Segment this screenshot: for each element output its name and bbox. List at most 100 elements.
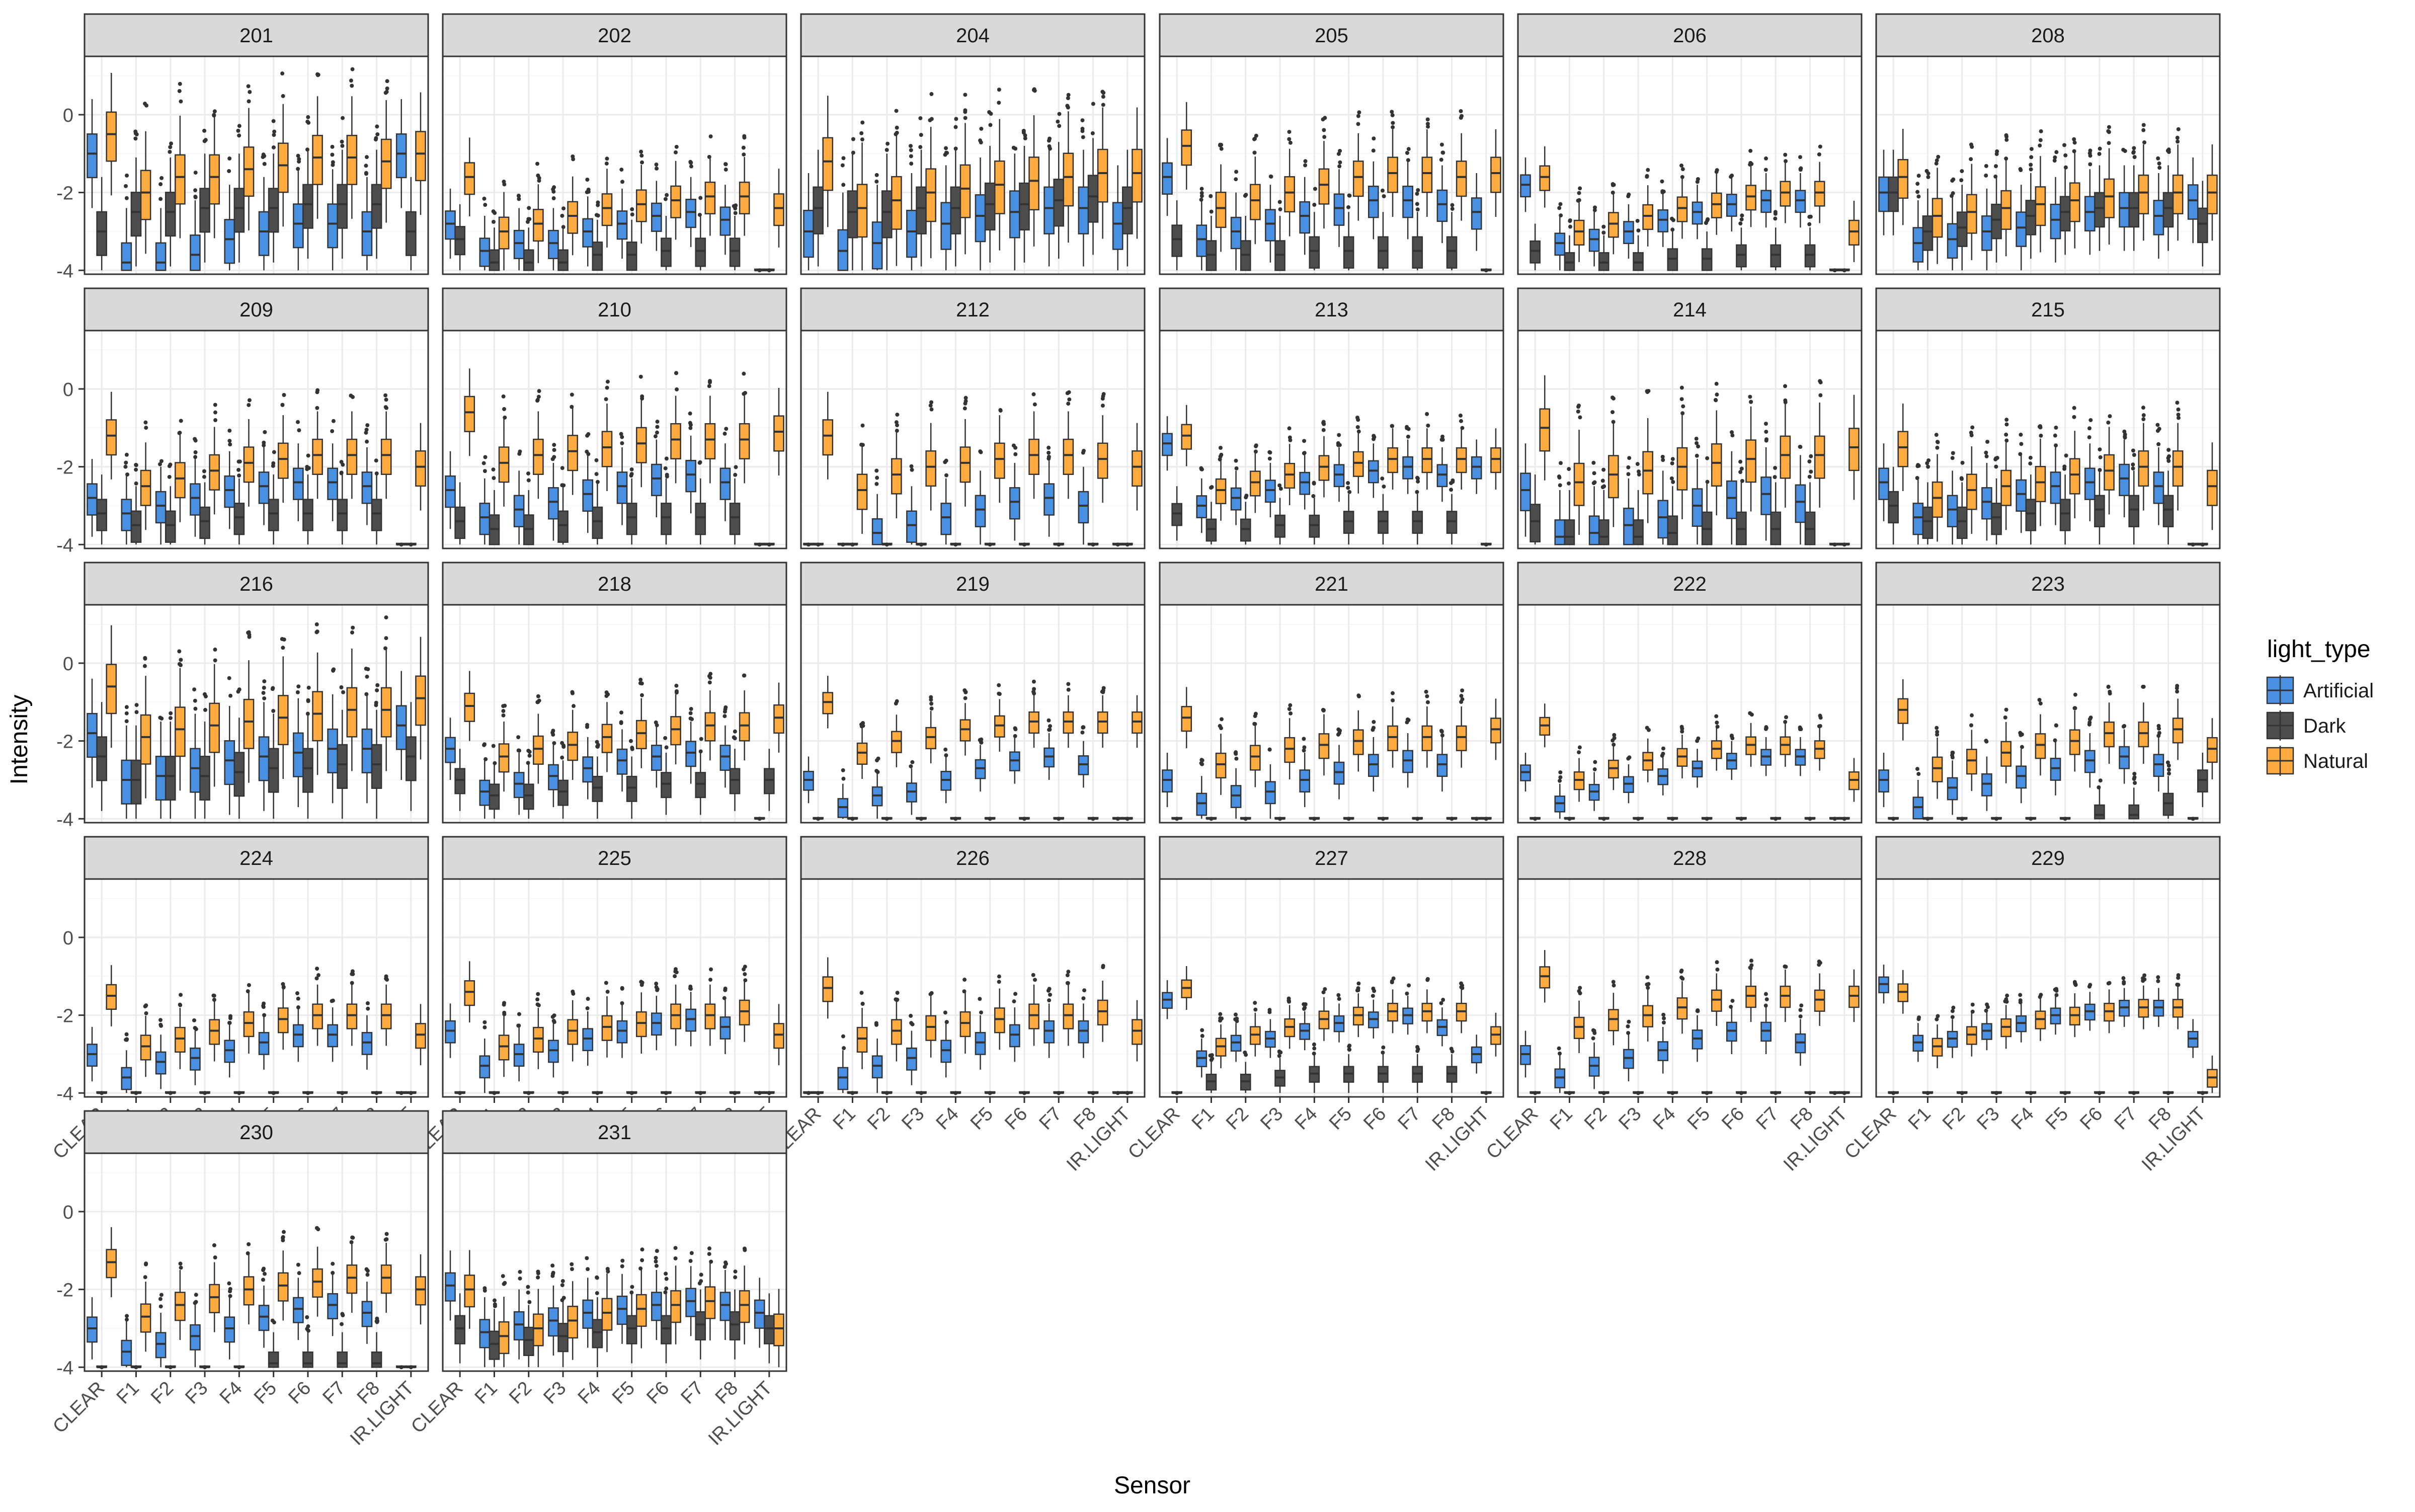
outlier-point: [1695, 437, 1699, 441]
outlier-point: [1091, 817, 1095, 821]
outlier-point: [1082, 988, 1086, 992]
outlier-point: [236, 690, 240, 694]
outlier-point: [655, 431, 659, 435]
outlier-point: [1798, 445, 1802, 449]
outlier-point: [1601, 230, 1605, 234]
outlier-point: [860, 137, 864, 141]
outlier-point: [169, 716, 173, 720]
outlier-point: [1067, 397, 1071, 402]
box-body: [514, 1044, 524, 1066]
outlier-point: [1057, 124, 1061, 128]
box-body: [293, 204, 303, 248]
outlier-point: [1591, 1028, 1595, 1032]
facet-strip-label: 201: [239, 25, 273, 47]
outlier-point: [997, 101, 1001, 105]
box-body: [2154, 755, 2163, 776]
outlier-point: [193, 188, 197, 192]
outlier-point: [341, 463, 345, 467]
outlier-point: [953, 542, 957, 546]
outlier-point: [193, 455, 197, 459]
box-body: [303, 500, 312, 531]
outlier-point: [954, 117, 958, 121]
outlier-point: [630, 472, 634, 476]
outlier-point: [365, 440, 369, 444]
outlier-point: [689, 707, 693, 711]
outlier-point: [708, 680, 712, 684]
y-tick-label: -2: [56, 457, 73, 479]
box-body: [2070, 183, 2079, 222]
box-body: [97, 500, 107, 531]
outlier-point: [1798, 727, 1802, 731]
outlier-point: [606, 380, 610, 384]
box-body: [2017, 766, 2026, 788]
outlier-point: [640, 981, 645, 985]
outlier-point: [1764, 437, 1768, 441]
outlier-point: [2167, 147, 2171, 151]
box-body: [1933, 757, 1942, 782]
outlier-point: [192, 687, 196, 691]
box-body: [278, 143, 288, 192]
outlier-point: [709, 134, 713, 138]
outlier-point: [1706, 480, 1710, 484]
outlier-point: [2177, 408, 2181, 412]
outlier-point: [282, 393, 286, 397]
box-body: [926, 169, 936, 221]
box-body: [720, 468, 730, 500]
box-body: [234, 753, 244, 797]
outlier-point: [1032, 392, 1036, 396]
outlier-point: [930, 117, 934, 121]
outlier-point: [305, 467, 309, 471]
outlier-point: [385, 90, 389, 94]
outlier-point: [944, 473, 948, 478]
outlier-point: [351, 395, 355, 399]
outlier-point: [168, 462, 172, 466]
outlier-point: [2073, 140, 2077, 144]
box-body: [705, 424, 715, 459]
outlier-point: [536, 992, 540, 996]
box-body: [1265, 481, 1275, 502]
outlier-point: [351, 67, 355, 71]
outlier-point: [135, 703, 139, 707]
box-body: [1172, 504, 1182, 525]
outlier-point: [384, 976, 388, 980]
outlier-point: [1695, 739, 1699, 743]
outlier-point: [364, 667, 368, 671]
outlier-point: [1125, 817, 1130, 821]
y-axis-title: Intensity: [6, 695, 33, 785]
outlier-point: [1381, 189, 1385, 193]
outlier-point: [571, 154, 575, 158]
outlier-point: [742, 372, 746, 376]
outlier-point: [350, 630, 354, 634]
box-body: [1633, 520, 1643, 544]
box-body: [445, 211, 455, 239]
outlier-point: [247, 84, 251, 88]
box-body: [141, 1036, 150, 1060]
outlier-point: [1591, 1037, 1595, 1041]
box-body: [872, 222, 882, 269]
outlier-point: [1567, 467, 1571, 471]
box-body: [1677, 197, 1687, 222]
outlier-point: [552, 196, 556, 200]
outlier-point: [1960, 817, 1964, 821]
outlier-point: [502, 407, 506, 411]
outlier-point: [1312, 1047, 1316, 1051]
outlier-point: [2132, 146, 2136, 150]
box-body: [1231, 785, 1241, 807]
box-body: [823, 693, 833, 714]
outlier-point: [988, 542, 992, 546]
outlier-point: [1558, 779, 1562, 783]
outlier-point: [1081, 135, 1085, 139]
outlier-point: [638, 681, 642, 685]
outlier-point: [1235, 466, 1239, 470]
box-body: [210, 455, 219, 490]
outlier-point: [1935, 726, 1939, 730]
legend-label: Dark: [2303, 715, 2346, 737]
box-body: [1933, 482, 1942, 517]
outlier-point: [698, 213, 702, 217]
outlier-point: [1817, 152, 1821, 156]
outlier-point: [1253, 150, 1257, 154]
box-body: [244, 447, 254, 483]
outlier-point: [263, 430, 267, 434]
